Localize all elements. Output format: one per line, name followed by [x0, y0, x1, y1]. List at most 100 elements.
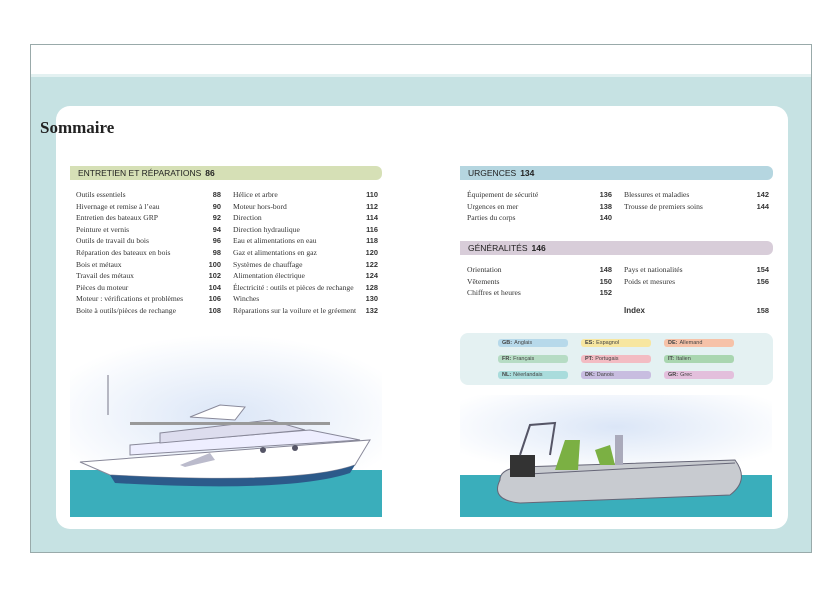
- toc-entry[interactable]: Hivernage et remise à l’eau 90: [76, 201, 221, 213]
- toc-entry-title: Gaz et alimentations en gaz: [233, 247, 317, 257]
- section-header-urgences[interactable]: URGENCES 134: [460, 166, 773, 180]
- toc-entry-title: Direction: [233, 213, 262, 223]
- section-header-generalites[interactable]: GÉNÉRALITÉS 146: [460, 241, 773, 255]
- toc-entry[interactable]: Pièces du moteur 104: [76, 282, 221, 294]
- toc-entry[interactable]: Hélice et arbre 110: [233, 189, 378, 201]
- toc-entry-page: 92: [212, 213, 221, 223]
- toc-entry[interactable]: Outils essentiels 88: [76, 189, 221, 201]
- language-key: NL: Néerlandais: [498, 371, 568, 379]
- toc-entry-page: 88: [212, 190, 221, 199]
- toc-entry-title: Urgences en mer: [467, 201, 519, 211]
- section-title: ENTRETIEN ET RÉPARATIONS: [78, 168, 202, 178]
- toc-entry-index[interactable]: Index 158: [624, 305, 769, 317]
- language-name: Espagnol: [596, 340, 620, 346]
- language-name: Français: [513, 356, 535, 362]
- toc-entry-page: 156: [756, 276, 769, 286]
- toc-entry-page: 102: [208, 271, 221, 281]
- language-name: Anglais: [514, 340, 533, 346]
- toc-entry-page: 90: [212, 201, 221, 211]
- toc-entry-title: Pièces du moteur: [76, 282, 129, 292]
- section-title: GÉNÉRALITÉS: [468, 243, 528, 253]
- toc-entry-page: 112: [366, 201, 378, 211]
- toc-entry[interactable]: Chiffres et heures 152: [467, 287, 612, 299]
- index-page: 158: [756, 306, 769, 315]
- toc-entry-title: Trousse de premiers soins: [624, 201, 703, 211]
- toc-entry[interactable]: Gaz et alimentations en gaz 120: [233, 247, 378, 259]
- toc-entry-title: Bois et métaux: [76, 259, 122, 269]
- toc-entry[interactable]: Boite à outils/pièces de rechange 108: [76, 305, 221, 317]
- language-name: Grec: [680, 372, 693, 378]
- toc-entry-page: 108: [208, 305, 221, 315]
- motor-yacht-illustration: [70, 335, 382, 517]
- toc-entry-page: 138: [599, 201, 612, 211]
- index-label: Index: [624, 306, 645, 315]
- toc-entry[interactable]: Direction hydraulique 116: [233, 224, 378, 236]
- toc-entry[interactable]: Vêtements 150: [467, 276, 612, 288]
- toc-entry-page: 154: [756, 265, 769, 274]
- toc-entry-page: 110: [366, 190, 378, 199]
- toc-entry[interactable]: Winches 130: [233, 293, 378, 305]
- toc-entry-title: Moteur hors-bord: [233, 201, 287, 211]
- toc-entry[interactable]: Urgences en mer 138: [467, 201, 612, 213]
- toc-entry[interactable]: Électricité : outils et pièces de rechan…: [233, 282, 378, 294]
- toc-entry-page: 94: [212, 224, 221, 234]
- section-header-entretien[interactable]: ENTRETIEN ET RÉPARATIONS 86: [70, 166, 382, 180]
- top-band: [31, 45, 811, 77]
- language-legend: GB: Anglais ES: Espagnol DE: Allemand FR: Franç…: [460, 333, 773, 385]
- toc-entry-title: Parties du corps: [467, 213, 516, 223]
- toc-entry-page: 98: [212, 247, 221, 257]
- language-name: Allemand: [679, 340, 703, 346]
- toc-entry-page: 106: [208, 294, 221, 304]
- toc-entry[interactable]: Trousse de premiers soins 144: [624, 201, 769, 213]
- toc-entry-title: Blessures et maladies: [624, 190, 690, 199]
- toc-entry[interactable]: Entretien des bateaux GRP 92: [76, 212, 221, 224]
- toc-entry-title: Chiffres et heures: [467, 288, 521, 298]
- language-name: Néerlandais: [513, 372, 543, 378]
- toc-entry[interactable]: Bois et métaux 100: [76, 259, 221, 271]
- toc-entry-title: Orientation: [467, 265, 502, 274]
- toc-column-left: Équipement de sécurité 136 Urgences en mer…: [467, 189, 612, 224]
- language-key: IT: Italien: [664, 355, 734, 363]
- toc-column-left: Outils essentiels 88 Hivernage et remise à…: [76, 189, 221, 317]
- toc-entry[interactable]: Moteur : vérifications et problèmes 106: [76, 293, 221, 305]
- toc-entry-title: Peinture et vernis: [76, 224, 130, 234]
- language-key: FR: Français: [498, 355, 568, 363]
- toc-entry-title: Boite à outils/pièces de rechange: [76, 305, 176, 315]
- toc-entry[interactable]: Réparations sur la voilure et le gréemen…: [233, 305, 378, 317]
- toc-column-right: Hélice et arbre 110 Moteur hors-bord 112 Dir…: [233, 189, 378, 317]
- toc-entry[interactable]: Eau et alimentations en eau 118: [233, 235, 378, 247]
- toc-entry-title: Alimentation électrique: [233, 271, 305, 281]
- language-code: DK:: [585, 372, 595, 378]
- toc-entry[interactable]: Orientation 148: [467, 264, 612, 276]
- toc-entry[interactable]: Réparation des bateaux en bois 98: [76, 247, 221, 259]
- toc-entry[interactable]: Poids et mesures 156: [624, 276, 769, 288]
- toc-entry-page: 122: [365, 259, 378, 269]
- language-code: ES:: [585, 340, 595, 346]
- toc-entry-title: Outils de travail du bois: [76, 236, 149, 246]
- toc-entry[interactable]: Outils de travail du bois 96: [76, 235, 221, 247]
- language-name: Italien: [676, 356, 691, 362]
- toc-entry-page: 132: [365, 305, 378, 315]
- toc-entry[interactable]: Blessures et maladies 142: [624, 189, 769, 201]
- toc-entry-page: 152: [599, 288, 612, 298]
- toc-column-left: Orientation 148 Vêtements 150 Chiffres et he…: [467, 264, 612, 299]
- toc-entry-page: 150: [599, 276, 612, 286]
- toc-entry-page: 142: [756, 190, 769, 199]
- toc-entry[interactable]: Systèmes de chauffage 122: [233, 259, 378, 271]
- toc-entry[interactable]: Pays et nationalités 154: [624, 264, 769, 276]
- toc-entry-title: Vêtements: [467, 276, 500, 286]
- toc-entry[interactable]: Parties du corps 140: [467, 212, 612, 224]
- toc-entry[interactable]: Équipement de sécurité 136: [467, 189, 612, 201]
- toc-entry-title: Eau et alimentations en eau: [233, 236, 317, 246]
- toc-entry-page: 124: [365, 271, 378, 281]
- toc-entry[interactable]: Peinture et vernis 94: [76, 224, 221, 236]
- language-key: DE: Allemand: [664, 339, 734, 347]
- toc-entry-title: Hivernage et remise à l’eau: [76, 201, 160, 211]
- toc-entry[interactable]: Moteur hors-bord 112: [233, 201, 378, 213]
- toc-entry-title: Pays et nationalités: [624, 265, 683, 274]
- toc-entry-title: Winches: [233, 294, 260, 304]
- toc-entry-page: 100: [208, 259, 221, 269]
- toc-entry[interactable]: Travail des métaux 102: [76, 270, 221, 282]
- toc-entry[interactable]: Alimentation électrique 124: [233, 270, 378, 282]
- toc-entry[interactable]: Direction 114: [233, 212, 378, 224]
